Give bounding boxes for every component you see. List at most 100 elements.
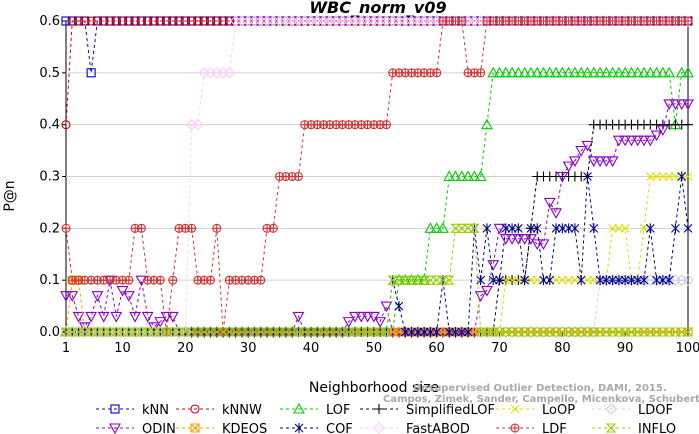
- data-point: [255, 327, 267, 337]
- data-point: [564, 223, 574, 234]
- legend-marker: [294, 423, 304, 433]
- data-point: [418, 275, 430, 285]
- data-point: [212, 16, 222, 26]
- data-point: [230, 327, 241, 337]
- legend-label: COF: [326, 422, 353, 434]
- data-point: [61, 16, 71, 26]
- data-point: [556, 66, 569, 78]
- data-point: [614, 223, 624, 233]
- data-point: [173, 327, 185, 337]
- data-point: [583, 171, 592, 182]
- x-tick-label: 90: [617, 341, 634, 356]
- x-tick-label: 60: [428, 341, 445, 356]
- legend-item-kdeos: KDEOS: [176, 422, 267, 434]
- data-point: [367, 311, 380, 323]
- data-point: [663, 99, 676, 111]
- legend-label: kNNW: [222, 403, 262, 418]
- data-point: [394, 301, 404, 312]
- data-point: [651, 327, 662, 337]
- data-point: [520, 275, 530, 286]
- data-point: [487, 327, 499, 337]
- data-point: [426, 327, 435, 337]
- data-point: [568, 66, 581, 78]
- data-point: [518, 66, 531, 78]
- x-tick-label: 50: [366, 341, 383, 356]
- chart-title: WBC_norm_v09: [309, 0, 446, 17]
- data-point: [526, 275, 536, 285]
- data-point: [110, 327, 122, 337]
- data-point: [682, 327, 694, 337]
- data-point: [274, 327, 285, 337]
- data-point: [658, 172, 668, 181]
- data-point: [443, 170, 456, 182]
- data-point: [256, 16, 266, 26]
- data-point: [236, 327, 248, 337]
- data-point: [249, 327, 260, 337]
- data-point: [249, 16, 260, 26]
- data-point: [318, 327, 329, 337]
- legend-label: LDOF: [638, 403, 673, 418]
- data-point: [587, 326, 600, 338]
- data-point: [487, 260, 500, 271]
- data-point: [136, 16, 146, 26]
- data-point: [180, 16, 190, 26]
- data-point: [179, 326, 192, 338]
- data-point: [631, 135, 644, 147]
- legend-item-lof: LOF: [280, 402, 351, 418]
- legend-label: ODIN: [142, 422, 176, 434]
- data-point: [457, 327, 467, 337]
- data-point: [506, 327, 518, 337]
- data-point: [501, 275, 511, 285]
- series-line-odin: [66, 103, 688, 333]
- data-point: [652, 275, 661, 286]
- data-point: [639, 275, 649, 286]
- data-point: [124, 16, 134, 26]
- data-point: [576, 275, 586, 286]
- data-point: [212, 223, 222, 233]
- legend-marker: [510, 423, 520, 433]
- series-layer: [60, 15, 694, 339]
- series-line-loop: [66, 176, 688, 333]
- data-point: [148, 327, 160, 337]
- data-point: [663, 327, 675, 337]
- data-point: [387, 275, 399, 285]
- data-point: [407, 327, 416, 337]
- legend-marker: [110, 404, 120, 414]
- data-point: [600, 327, 612, 337]
- data-point: [61, 223, 71, 233]
- x-tick-label: 100: [676, 341, 699, 356]
- legend-label: INFLO: [638, 422, 676, 434]
- y-tick-label: 0.4: [39, 118, 60, 133]
- data-point: [557, 327, 568, 337]
- data-point: [475, 327, 486, 337]
- data-point: [362, 327, 373, 337]
- y-tick-label: 0.6: [39, 14, 60, 29]
- data-point: [375, 16, 385, 26]
- data-point: [663, 66, 676, 78]
- data-point: [531, 239, 544, 251]
- data-point: [167, 327, 179, 337]
- data-point: [443, 275, 455, 285]
- data-point: [268, 223, 278, 233]
- data-point: [499, 66, 512, 78]
- credit-line-2: Campos, Zimek, Sander, Campello, Micenko…: [383, 394, 699, 405]
- data-point: [537, 239, 550, 251]
- data-point: [78, 322, 91, 333]
- data-point: [91, 291, 104, 302]
- series-line-knn: [66, 20, 688, 73]
- legend-item-knnw: kNNW: [176, 403, 262, 418]
- data-point: [193, 16, 203, 26]
- legend-item-ldf: LDF: [496, 422, 567, 434]
- data-point: [205, 16, 216, 26]
- data-point: [482, 223, 492, 234]
- data-point: [671, 172, 680, 181]
- data-point: [349, 327, 361, 337]
- data-point: [625, 135, 638, 147]
- data-point: [148, 322, 160, 333]
- data-point: [231, 16, 241, 26]
- data-point: [116, 285, 129, 297]
- data-point: [539, 275, 548, 286]
- data-point: [211, 327, 223, 337]
- x-tick-label: 30: [240, 341, 257, 356]
- legend-marker: [109, 423, 121, 434]
